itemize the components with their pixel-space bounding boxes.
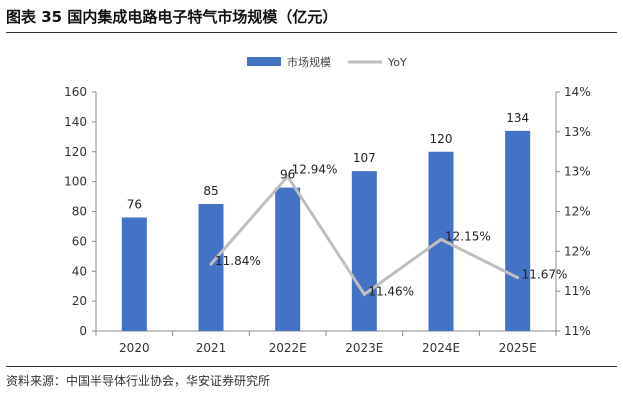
right-tick-label: 11% (564, 284, 591, 298)
legend: 市场规模 YoY (247, 55, 407, 69)
right-tick-label: 12% (564, 205, 591, 219)
yoy-point (209, 262, 213, 266)
right-tick-label: 11% (564, 324, 591, 338)
right-tick-label: 13% (564, 125, 591, 139)
x-tick-label: 2021 (196, 341, 227, 355)
yoy-point (516, 276, 520, 280)
left-tick-label: 100 (64, 175, 87, 189)
bar (351, 171, 377, 331)
right-tick-label: 13% (564, 165, 591, 179)
bar (198, 204, 224, 331)
bar (121, 217, 147, 331)
bar (505, 130, 531, 331)
yoy-point (439, 237, 443, 241)
yoy-value-label: 11.84% (215, 254, 261, 268)
x-tick-label: 2020 (119, 341, 150, 355)
x-tick-label: 2024E (422, 341, 460, 355)
bar-value-label: 107 (353, 151, 376, 165)
x-tick-label: 2022E (269, 341, 307, 355)
right-tick-label: 12% (564, 244, 591, 258)
bar (275, 187, 301, 331)
left-tick-label: 60 (72, 234, 87, 248)
bar-value-label: 85 (203, 184, 218, 198)
chart-title: 图表 35 国内集成电路电子特气市场规模（亿元） (6, 8, 338, 26)
right-tick-label: 14% (564, 85, 591, 99)
left-tick-label: 120 (64, 145, 87, 159)
legend-label-line: YoY (387, 56, 407, 69)
data-labels: 76 85 96 107 120 134 11.84% 12.94% 11.46% 12.15% 1… (127, 111, 568, 299)
source-note: 资料来源：中国半导体行业协会，华安证券研究所 (6, 374, 271, 388)
bar-value-label: 134 (506, 111, 529, 125)
x-tick-label: 2023E (345, 341, 383, 355)
left-tick-label: 0 (79, 324, 87, 338)
title-divider (6, 32, 617, 33)
legend-label-bar: 市场规模 (287, 55, 331, 69)
legend-swatch-bar (247, 57, 281, 66)
yoy-value-label: 12.15% (445, 229, 491, 243)
bar-series (121, 130, 531, 331)
bar (428, 151, 454, 331)
yoy-value-label: 12.94% (292, 162, 338, 176)
left-tick-label: 20 (72, 294, 87, 308)
x-axis: 2020 2021 2022E 2023E 2024E 2025E (95, 330, 557, 355)
bar-value-label: 96 (280, 168, 295, 182)
yoy-value-label: 11.46% (368, 284, 414, 298)
yoy-point (286, 174, 290, 178)
bar-value-label: 120 (430, 132, 453, 146)
yoy-value-label: 11.67% (522, 268, 568, 282)
left-tick-label: 80 (72, 205, 87, 219)
x-tick-label: 2025E (499, 341, 537, 355)
left-tick-label: 140 (64, 115, 87, 129)
right-axis: 11% 11% 12% 12% 13% 13% 14% (555, 85, 591, 338)
left-axis: 0 20 40 60 80 100 120 140 160 (64, 85, 97, 338)
left-tick-label: 40 (72, 264, 87, 278)
source-divider (6, 366, 617, 367)
yoy-line-series (209, 173, 520, 297)
left-tick-label: 160 (64, 85, 87, 99)
yoy-point (362, 292, 366, 296)
bar-value-label: 76 (127, 197, 142, 211)
